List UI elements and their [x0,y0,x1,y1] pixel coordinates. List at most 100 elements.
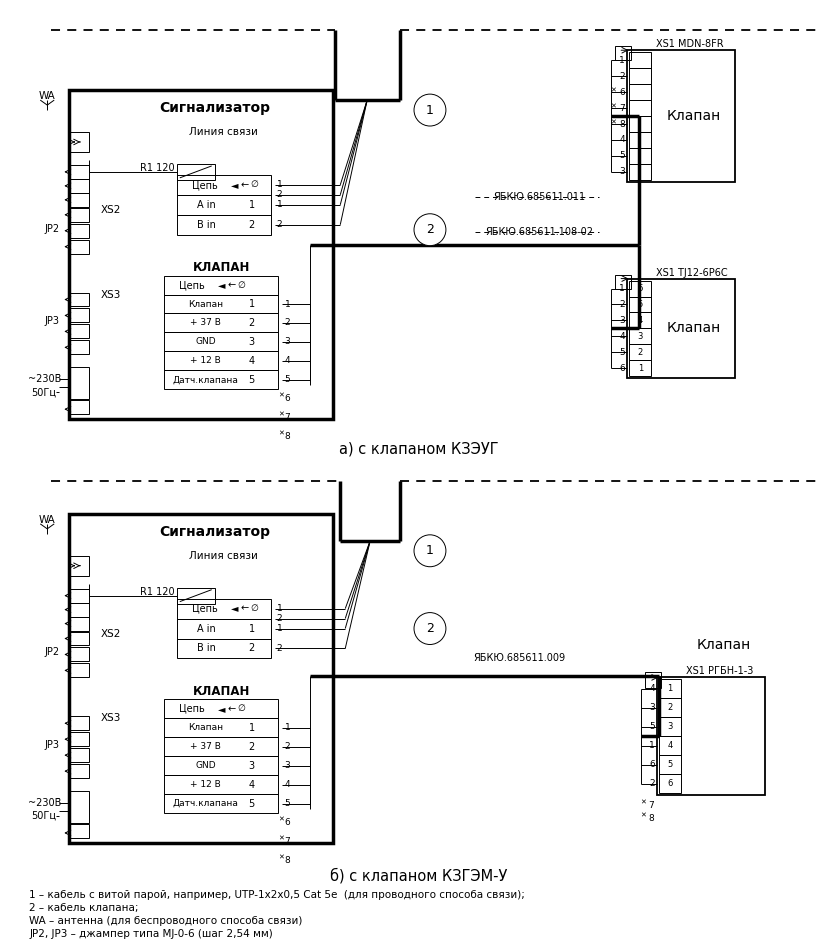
Bar [69,165,89,178]
Circle shape [414,613,446,644]
Text: ✕: ✕ [279,835,284,842]
Text: 4: 4 [638,316,643,325]
Bar [69,224,89,237]
Text: 4: 4 [668,741,673,751]
Text: 7: 7 [649,801,654,809]
Bar [629,296,651,312]
Bar [164,370,279,389]
Text: + 37 В: + 37 В [190,742,221,752]
Text: 2: 2 [277,191,282,199]
Text: 7: 7 [284,413,290,422]
Bar [164,737,279,756]
Text: XS3: XS3 [101,714,121,723]
Text: 2: 2 [277,614,282,623]
Bar [629,52,651,68]
Text: XS1 РГБН-1-3: XS1 РГБН-1-3 [686,666,753,677]
Bar [629,116,651,132]
Bar [69,308,89,323]
Text: 8: 8 [649,814,654,824]
Text: 50Гц: 50Гц [32,387,57,398]
Bar [629,100,651,116]
Text: 4: 4 [248,779,254,790]
Bar [69,325,89,339]
Bar [177,639,272,659]
Text: 5: 5 [638,300,643,309]
Text: WA – антенна (для беспроводного способа связи): WA – антенна (для беспроводного способа … [29,916,303,925]
Text: JP2: JP2 [44,647,60,658]
Text: 3: 3 [668,722,673,732]
Text: 6: 6 [649,760,655,769]
Text: + 12 В: + 12 В [190,780,221,789]
Bar [69,824,89,838]
Text: 2: 2 [649,779,655,788]
Text: Клапан: Клапан [667,109,722,123]
Bar [69,556,89,576]
Text: ∅: ∅ [237,704,246,714]
Bar [615,47,631,60]
Text: 6: 6 [638,284,643,293]
Text: Клапан: Клапан [667,322,722,335]
Text: 5: 5 [619,152,625,160]
Text: + 37 В: + 37 В [190,319,221,327]
Text: 1: 1 [248,723,254,733]
Text: ✕: ✕ [611,103,617,109]
Text: XS3: XS3 [101,289,121,300]
Bar [629,84,651,100]
Text: 3: 3 [284,338,290,346]
Bar [628,50,735,182]
Text: ∅: ∅ [237,281,246,289]
Bar [629,312,651,328]
Text: КЛАПАН: КЛАПАН [192,261,250,274]
Text: 1: 1 [649,741,655,751]
Text: Сигнализатор: Сигнализатор [159,525,270,539]
Text: 50Гц: 50Гц [32,811,57,821]
Text: 1: 1 [619,284,625,293]
Bar [657,678,765,795]
Bar [615,274,631,288]
Bar [177,175,272,195]
Text: ←: ← [241,180,248,190]
Text: ЯБКЮ.685611.108-02: ЯБКЮ.685611.108-02 [486,227,594,236]
Text: 5: 5 [248,798,255,809]
Bar [164,332,279,351]
Text: 2: 2 [248,643,255,654]
Bar [628,279,735,379]
Text: + 12 В: + 12 В [190,356,221,365]
Bar [69,716,89,730]
Text: JP3: JP3 [44,740,60,751]
Bar [69,193,89,207]
Bar [69,341,89,354]
Circle shape [414,214,446,246]
Bar [164,275,279,294]
Text: ✕: ✕ [611,87,617,93]
Text: 2: 2 [277,644,282,653]
Text: 2 – кабель клапана;: 2 – кабель клапана; [29,902,138,913]
Text: 1: 1 [284,723,290,733]
Text: 2: 2 [248,742,255,752]
Text: 6: 6 [668,779,673,788]
Text: ЯБКЮ.685611.009: ЯБКЮ.685611.009 [473,654,565,663]
Bar [69,514,333,843]
Bar [69,617,89,630]
Text: 3: 3 [248,761,254,771]
Bar [177,587,215,604]
Text: 2: 2 [248,318,255,328]
Text: Клапан: Клапан [188,723,223,733]
Text: GND: GND [195,338,216,346]
Text: 2: 2 [619,72,625,81]
Text: ✕: ✕ [640,799,646,805]
Text: 2: 2 [619,300,625,309]
Text: XS1 MDN-8FR: XS1 MDN-8FR [656,39,724,49]
Bar [69,208,89,222]
Text: 1: 1 [248,299,254,309]
Text: Датч.клапана: Датч.клапана [173,375,238,384]
Text: ~230В: ~230В [28,798,61,808]
Text: 2: 2 [426,223,434,236]
Bar [659,774,681,793]
Bar [177,214,272,234]
Text: Цепь: Цепь [192,604,217,614]
Bar [164,718,279,737]
Text: ✕: ✕ [279,393,284,399]
Bar [164,794,279,813]
Text: Цепь: Цепь [179,280,205,290]
